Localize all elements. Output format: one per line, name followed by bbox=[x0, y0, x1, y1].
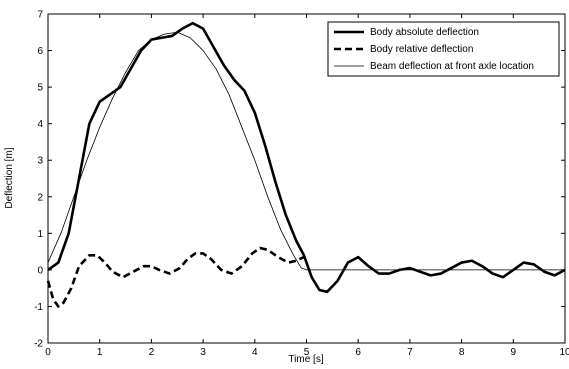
y-tick-label: -2 bbox=[34, 339, 43, 350]
y-tick-label: 1 bbox=[37, 229, 43, 240]
y-tick-label: 7 bbox=[37, 10, 43, 21]
x-tick-label: 0 bbox=[45, 347, 51, 358]
x-tick-label: 8 bbox=[459, 347, 465, 358]
y-tick-label: 4 bbox=[37, 119, 43, 130]
y-tick-label: 2 bbox=[37, 192, 43, 203]
x-tick-label: 4 bbox=[252, 347, 258, 358]
x-tick-label: 9 bbox=[511, 347, 517, 358]
x-tick-label: 10 bbox=[559, 347, 569, 358]
x-tick-label: 1 bbox=[97, 347, 103, 358]
legend-box bbox=[327, 21, 560, 77]
x-axis-label: Time [s] bbox=[288, 354, 323, 365]
legend-label-beam: Beam deflection at front axle location bbox=[370, 61, 534, 72]
y-tick-label: 0 bbox=[37, 265, 43, 276]
x-tick-label: 7 bbox=[407, 347, 413, 358]
series-line-body-relative bbox=[46, 246, 305, 308]
y-tick-label: -1 bbox=[34, 302, 43, 313]
y-tick-label: 6 bbox=[37, 46, 43, 57]
x-tick-label: 6 bbox=[355, 347, 361, 358]
series-line-beam bbox=[47, 31, 565, 271]
y-axis-label: Deflection [m] bbox=[4, 147, 15, 208]
x-tick-label: 2 bbox=[149, 347, 155, 358]
y-tick-label: 3 bbox=[37, 156, 43, 167]
legend: Body absolute deflection Body relative d… bbox=[327, 21, 560, 77]
x-axis-ticks: 0 1 2 3 4 5 6 7 8 9 10 bbox=[45, 14, 569, 358]
x-tick-label: 5 bbox=[304, 347, 310, 358]
legend-label-body-absolute: Body absolute deflection bbox=[370, 27, 479, 38]
series-line-body-absolute bbox=[47, 21, 566, 294]
series-layer bbox=[46, 21, 566, 308]
legend-label-body-relative: Body relative deflection bbox=[370, 44, 473, 55]
y-axis-ticks: -2 -1 0 1 2 3 4 5 6 7 bbox=[34, 10, 565, 350]
x-tick-label: 3 bbox=[200, 347, 206, 358]
y-tick-label: 5 bbox=[37, 83, 43, 94]
